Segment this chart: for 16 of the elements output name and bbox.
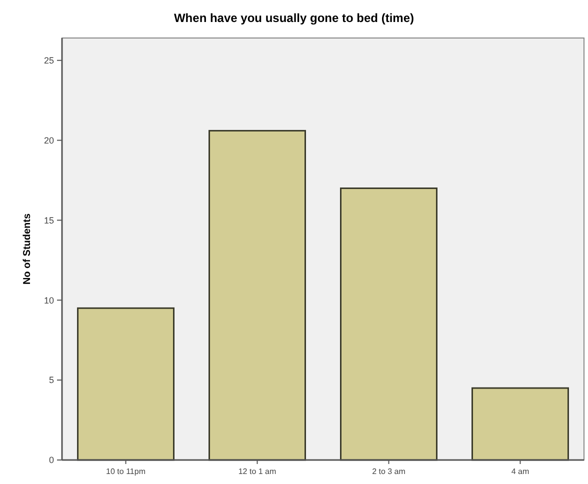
bar [471,387,569,461]
y-axis-title: No of Students [22,213,33,285]
bar [77,307,175,461]
y-tick-label: 15 [44,215,54,226]
y-tick-label: 25 [44,56,54,66]
y-tick-label: 20 [44,135,54,146]
y-tick-label: 10 [44,295,54,306]
x-tick-label: 12 to 1 am [238,467,276,476]
bar [208,130,306,461]
y-tick-label: 0 [48,455,54,466]
chart-title: When have you usually gone to bed (time) [174,11,414,25]
x-tick-label: 10 to 11pm [106,467,146,476]
y-tick-label: 5 [48,375,54,386]
x-tick-label: 4 am [511,467,530,476]
x-tick-label: 2 to 3 am [372,467,406,476]
bar [340,188,438,461]
